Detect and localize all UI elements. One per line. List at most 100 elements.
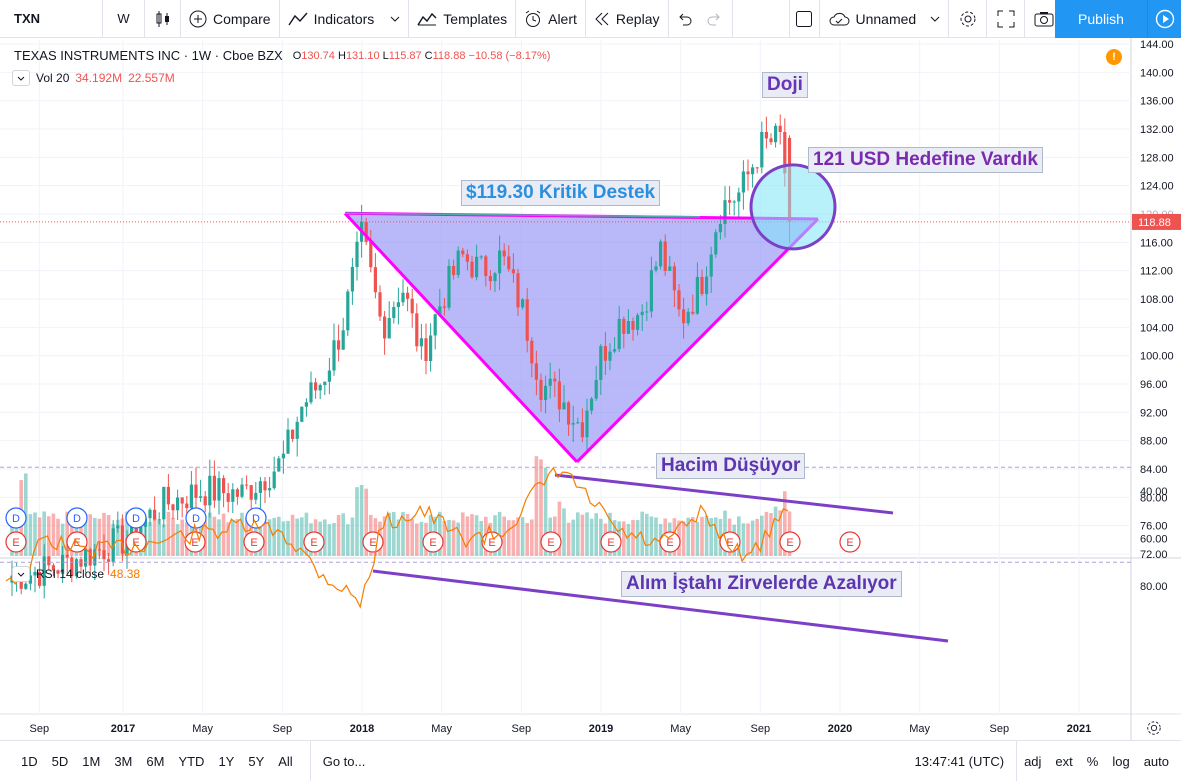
volume-bar <box>631 519 635 556</box>
candle-body <box>613 349 617 352</box>
fullscreen-toggle[interactable] <box>788 0 819 38</box>
undo-button[interactable] <box>669 0 699 38</box>
volume-value: 34.192M <box>75 71 123 85</box>
support-annotation[interactable]: $119.30 Kritik Destek <box>461 180 661 206</box>
volume-bar <box>778 510 782 556</box>
rsi-annotation[interactable]: Alım İştahı Zirvelerde Azalıyor <box>621 571 902 597</box>
candle-body <box>548 378 552 386</box>
candle-body <box>272 471 276 489</box>
auto-toggle[interactable]: auto <box>1143 754 1169 769</box>
candle-body <box>332 340 336 371</box>
plus-circle-icon <box>189 10 207 27</box>
volume-bar <box>451 520 456 556</box>
candle-body <box>594 379 598 399</box>
candle-body <box>760 131 764 168</box>
compare-button[interactable]: Compare <box>181 0 280 38</box>
candle-body <box>603 346 607 361</box>
rsi-tick-label: 80.00 <box>1140 581 1168 593</box>
chart-type-button[interactable] <box>145 0 181 38</box>
clock[interactable]: 13:47:41 (UTC) <box>907 741 1018 781</box>
play-button[interactable] <box>1147 0 1181 38</box>
range-1d[interactable]: 1D <box>21 753 38 769</box>
candle-body <box>240 484 244 497</box>
range-all[interactable]: All <box>278 753 293 769</box>
volume-annotation[interactable]: Hacim Düşüyor <box>656 453 806 479</box>
volume-bar <box>594 513 598 556</box>
candle-body <box>203 496 207 506</box>
collapse-toggle[interactable] <box>12 70 30 86</box>
volume-bar <box>746 523 750 556</box>
range-1m[interactable]: 1M <box>82 753 101 769</box>
candle-body <box>433 314 437 336</box>
interval-button[interactable]: W <box>103 0 145 38</box>
candle-body <box>645 311 649 313</box>
candle-body <box>373 267 377 293</box>
square-icon <box>796 10 812 27</box>
volume-bar <box>272 517 276 556</box>
candle-body <box>392 307 396 319</box>
layout-name: Unnamed <box>855 10 917 27</box>
doji-annotation[interactable]: Doji <box>762 72 808 98</box>
earnings-marker <box>839 531 861 553</box>
candle-body <box>419 338 423 347</box>
price-tick-label: 104.00 <box>1140 322 1174 334</box>
percent-toggle[interactable]: % <box>1086 754 1099 769</box>
replay-button[interactable]: Replay <box>586 0 669 38</box>
volume-bar <box>410 519 414 556</box>
range-6m[interactable]: 6M <box>146 753 165 769</box>
axis-settings-button[interactable] <box>1144 718 1164 738</box>
target-annotation[interactable]: 121 USD Hedefine Vardık <box>808 147 1043 173</box>
publish-button[interactable]: Publish <box>1055 0 1147 38</box>
range-1y[interactable]: 1Y <box>218 753 235 769</box>
templates-icon <box>417 12 437 25</box>
candle-body <box>442 306 446 308</box>
range-5y[interactable]: 5Y <box>248 753 265 769</box>
publish-label: Publish <box>1078 11 1124 27</box>
adj-toggle[interactable]: adj <box>1024 754 1042 769</box>
settings-button[interactable] <box>949 0 988 38</box>
layout-menu[interactable]: Unnamed <box>818 0 950 38</box>
range-5d[interactable]: 5D <box>51 753 69 769</box>
volume-bar <box>42 511 46 556</box>
time-tick-label: Sep <box>512 723 532 735</box>
alert-badge[interactable]: ! <box>1106 49 1122 65</box>
range-3m[interactable]: 3M <box>114 753 133 769</box>
time-tick-label: May <box>909 723 930 735</box>
range-ytd[interactable]: YTD <box>178 753 205 769</box>
earnings-marker-label: E <box>846 537 853 549</box>
rsi-trend-line <box>372 569 949 643</box>
redo-button[interactable] <box>699 0 733 38</box>
green-guide-line <box>344 212 701 218</box>
templates-button[interactable]: Templates <box>409 0 517 38</box>
price-chart[interactable]: D D D D DE E E E E E E E E E E E E E E 144.00140.00136.001… <box>0 38 1181 740</box>
collapse-toggle[interactable] <box>12 566 30 582</box>
earnings-marker <box>303 531 325 553</box>
volume-bar <box>175 524 180 556</box>
volume-bar <box>235 519 240 556</box>
price-tick-label: 136.00 <box>1140 96 1174 108</box>
candle-body <box>769 138 773 143</box>
indicators-button[interactable]: Indicators <box>280 0 410 38</box>
symbol-search[interactable]: TXN <box>0 0 103 38</box>
goto-button[interactable]: Go to... <box>309 740 373 781</box>
volume-bar <box>539 459 543 556</box>
indicators-label: Indicators <box>313 10 375 27</box>
candle-body <box>304 402 308 407</box>
volume-bar <box>530 519 534 556</box>
volume-bar <box>576 512 580 556</box>
candle-body <box>493 273 497 282</box>
alert-button[interactable]: Alert <box>516 0 586 38</box>
volume-bar <box>585 512 589 556</box>
candle-body <box>153 509 157 520</box>
candle-body <box>337 340 341 350</box>
candle-body <box>65 554 69 558</box>
earnings-marker <box>125 531 147 553</box>
volume-bar <box>231 520 235 556</box>
expand-button[interactable] <box>987 0 1026 38</box>
candle-body <box>544 385 548 400</box>
candle-body <box>626 321 630 334</box>
ext-toggle[interactable]: ext <box>1055 754 1073 769</box>
gear-icon <box>1147 721 1161 735</box>
time-tick-label: Sep <box>273 723 293 735</box>
log-toggle[interactable]: log <box>1112 754 1130 769</box>
